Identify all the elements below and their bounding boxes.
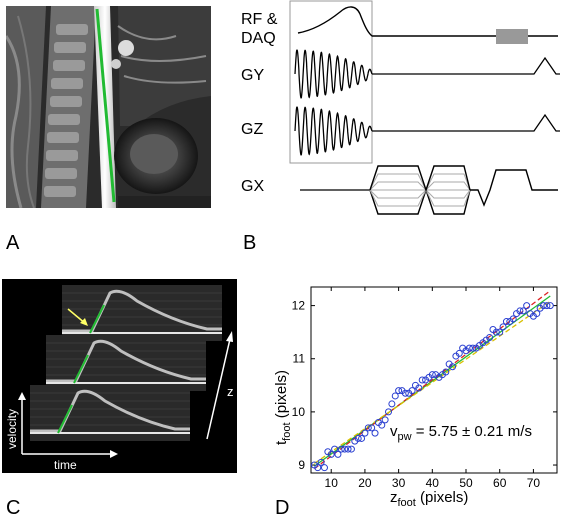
- data-point: [496, 328, 504, 336]
- data-point: [320, 464, 328, 472]
- label-rf: RF &: [241, 11, 278, 28]
- foot-fit-line: [57, 404, 73, 434]
- panel-letter-d: D: [275, 497, 290, 519]
- data-point: [469, 344, 477, 352]
- data-point: [415, 384, 423, 392]
- foot-fit-line: [73, 354, 89, 384]
- data-point: [381, 416, 389, 424]
- data-point: [334, 450, 342, 458]
- data-point: [401, 389, 409, 397]
- x-tick-label: 30: [392, 476, 406, 490]
- label-z: z: [227, 384, 234, 399]
- y-tick-label: 10: [292, 405, 306, 419]
- data-point: [465, 344, 473, 352]
- data-point: [358, 434, 366, 442]
- excitation-box: [289, 0, 373, 164]
- data-point: [395, 387, 403, 395]
- data-point: [388, 400, 396, 408]
- data-point: [499, 323, 507, 331]
- data-point: [540, 302, 548, 310]
- label-time: time: [54, 458, 77, 472]
- x-tick-label: 10: [325, 476, 339, 490]
- label-velocity: velocity: [5, 409, 19, 449]
- data-point: [533, 310, 541, 318]
- data-point: [314, 464, 322, 472]
- x-axis-label: zfoot (pixels): [390, 489, 468, 509]
- x-tick-label: 20: [358, 476, 372, 490]
- label-gy: GY: [241, 67, 265, 84]
- data-point: [371, 429, 379, 437]
- velocity-strip: [46, 335, 206, 391]
- data-point: [327, 450, 335, 458]
- label-daq: DAQ: [241, 30, 276, 47]
- gy-gradient: [294, 49, 373, 99]
- data-point: [502, 318, 510, 326]
- y-tick-label: 9: [298, 458, 305, 472]
- data-point: [543, 302, 551, 310]
- x-tick-label: 60: [493, 476, 507, 490]
- data-point: [408, 387, 416, 395]
- x-tick-label: 70: [527, 476, 541, 490]
- data-point: [546, 302, 554, 310]
- data-point: [341, 445, 349, 453]
- gx-gradient: [300, 165, 558, 215]
- data-point: [486, 333, 494, 341]
- data-point: [428, 371, 436, 379]
- y-tick-label: 12: [292, 299, 306, 313]
- data-point: [523, 302, 531, 310]
- label-gz: GZ: [241, 121, 264, 138]
- aorta-centerline: [95, 8, 116, 203]
- foot-fit-line: [89, 304, 105, 334]
- panel-letter-b: B: [243, 232, 257, 254]
- data-point: [317, 458, 325, 466]
- data-point: [516, 307, 524, 315]
- gz-gradient: [294, 106, 373, 156]
- label-gx: GX: [241, 178, 265, 195]
- data-point: [418, 376, 426, 384]
- x-tick-label: 50: [459, 476, 473, 490]
- data-point: [385, 408, 393, 416]
- data-point: [337, 445, 345, 453]
- data-point: [519, 307, 527, 315]
- data-point: [449, 363, 457, 371]
- data-point: [361, 429, 369, 437]
- data-point: [331, 445, 339, 453]
- data-point: [347, 445, 355, 453]
- panel-letter-c: C: [6, 497, 21, 519]
- mri-sagittal-image: [6, 6, 211, 208]
- rf-pulse: [297, 6, 558, 37]
- data-point: [344, 445, 352, 453]
- fit-line: [313, 290, 551, 470]
- data-point: [391, 392, 399, 400]
- data-point: [378, 421, 386, 429]
- data-point: [442, 368, 450, 376]
- pulse-sequence-diagram: [289, 0, 560, 215]
- y-axis-label: tfoot (pixels): [273, 370, 293, 445]
- velocity-time-stack: velocity time z: [2, 279, 237, 473]
- x-tick-label: 40: [426, 476, 440, 490]
- data-point: [368, 424, 376, 432]
- data-point: [364, 424, 372, 432]
- data-point: [509, 315, 517, 323]
- y-tick-label: 11: [293, 352, 306, 366]
- data-point: [492, 328, 500, 336]
- panel-letter-a: A: [6, 232, 20, 254]
- fit-annotation: vpw = 5.75 ± 0.21 m/s: [390, 423, 532, 443]
- velocity-strip: [30, 385, 190, 441]
- velocity-strip: [62, 285, 222, 341]
- data-point: [455, 349, 463, 357]
- data-point: [354, 434, 362, 442]
- pwv-scatter-chart: 10 20 30 40 50 60 70 9 10 11 12 vpw = 5.75 ± 0.21 …: [273, 286, 558, 509]
- daq-window: [496, 29, 528, 44]
